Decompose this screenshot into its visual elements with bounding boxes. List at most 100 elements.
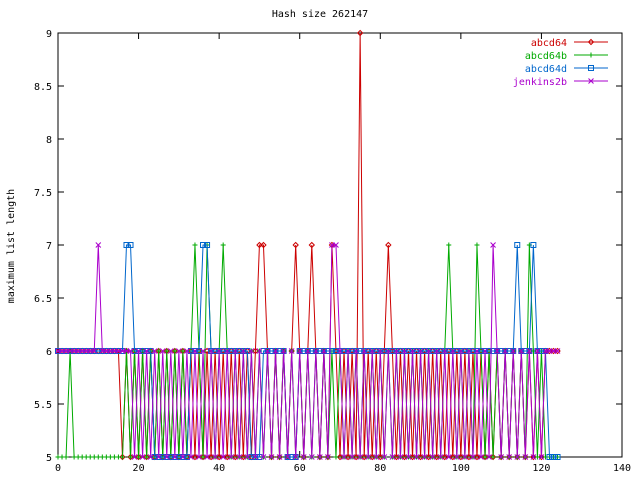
- x-tick-label: 80: [374, 463, 386, 474]
- data-point: [457, 453, 465, 461]
- data-point: [474, 348, 480, 354]
- data-point: [131, 348, 138, 354]
- data-point: [337, 348, 343, 354]
- data-point: [156, 348, 162, 354]
- data-point: [151, 348, 158, 354]
- data-point: [473, 453, 481, 461]
- data-point: [63, 454, 69, 460]
- data-point: [550, 454, 557, 460]
- data-point: [144, 454, 150, 460]
- data-point: [357, 348, 364, 354]
- x-tick-label: 20: [133, 463, 145, 474]
- data-point: [332, 348, 339, 354]
- data-point: [196, 454, 202, 460]
- data-point: [316, 348, 323, 354]
- data-point: [365, 454, 372, 460]
- data-point: [490, 454, 496, 460]
- data-point: [200, 242, 207, 248]
- data-point: [232, 453, 239, 461]
- data-point: [538, 454, 545, 460]
- data-point: [260, 241, 267, 249]
- data-point: [280, 348, 287, 354]
- data-point: [381, 454, 388, 460]
- plot-frame: [57, 32, 623, 458]
- data-point: [345, 348, 351, 354]
- data-point: [276, 348, 283, 354]
- data-point: [465, 453, 473, 461]
- data-point: [453, 348, 460, 354]
- data-point: [389, 348, 396, 354]
- series-jenkins2b: [55, 242, 561, 460]
- legend-marker: [588, 65, 594, 71]
- data-point: [445, 454, 452, 460]
- data-point: [200, 348, 206, 354]
- data-point: [163, 454, 170, 460]
- data-point: [462, 454, 468, 460]
- data-point: [139, 348, 146, 354]
- data-point: [187, 348, 194, 354]
- data-point: [393, 453, 400, 461]
- data-point: [530, 242, 537, 248]
- data-point: [522, 454, 529, 460]
- data-point: [300, 454, 307, 460]
- data-point: [252, 454, 259, 460]
- data-point: [433, 453, 440, 461]
- data-point: [204, 242, 211, 248]
- data-point: [147, 454, 154, 460]
- data-point: [276, 454, 283, 460]
- data-point: [155, 454, 162, 460]
- legend-label: abcd64b: [525, 51, 567, 62]
- data-point: [546, 454, 553, 460]
- data-point: [449, 453, 457, 461]
- data-point: [510, 348, 517, 354]
- y-axis-label: maximum list length: [6, 189, 17, 303]
- y-tick-label: 8.5: [34, 82, 52, 93]
- data-point: [184, 348, 190, 354]
- data-point: [215, 453, 223, 461]
- data-point: [95, 242, 102, 248]
- data-point: [514, 242, 521, 248]
- data-point: [220, 454, 227, 460]
- data-point: [413, 348, 420, 354]
- data-point: [312, 348, 319, 354]
- data-point: [256, 348, 263, 354]
- data-point: [341, 348, 348, 354]
- data-point: [333, 242, 339, 248]
- data-point: [228, 348, 235, 354]
- data-point: [292, 241, 299, 249]
- data-point: [292, 454, 299, 460]
- data-point: [469, 348, 476, 354]
- data-point: [530, 454, 537, 460]
- data-point: [417, 453, 424, 461]
- data-point: [232, 348, 239, 354]
- data-point: [204, 454, 210, 460]
- data-point: [377, 348, 384, 354]
- data-point: [176, 348, 182, 354]
- data-point: [268, 454, 275, 460]
- data-point: [288, 454, 295, 460]
- data-point: [196, 348, 202, 354]
- data-point: [191, 453, 199, 461]
- data-point: [244, 454, 251, 460]
- data-point: [369, 453, 376, 461]
- data-point: [413, 454, 420, 460]
- data-point: [220, 242, 226, 248]
- data-point: [429, 348, 436, 354]
- data-point: [522, 348, 529, 354]
- data-point: [325, 454, 331, 460]
- data-point: [143, 348, 150, 354]
- data-point: [341, 454, 347, 460]
- data-point: [136, 454, 142, 460]
- data-point: [429, 454, 436, 460]
- axes: 0 20 40 60 80 100 120 140 5 5.5 6 6.5 7 7.5 8 8.5 9: [34, 29, 631, 474]
- data-point: [304, 348, 311, 354]
- data-point: [356, 29, 364, 37]
- data-point: [284, 454, 291, 460]
- data-point: [360, 453, 368, 461]
- data-point: [478, 348, 484, 354]
- data-point: [268, 348, 275, 354]
- y-tick-label: 7: [46, 241, 52, 252]
- series-abcd64: [54, 29, 561, 461]
- data-point: [167, 348, 174, 354]
